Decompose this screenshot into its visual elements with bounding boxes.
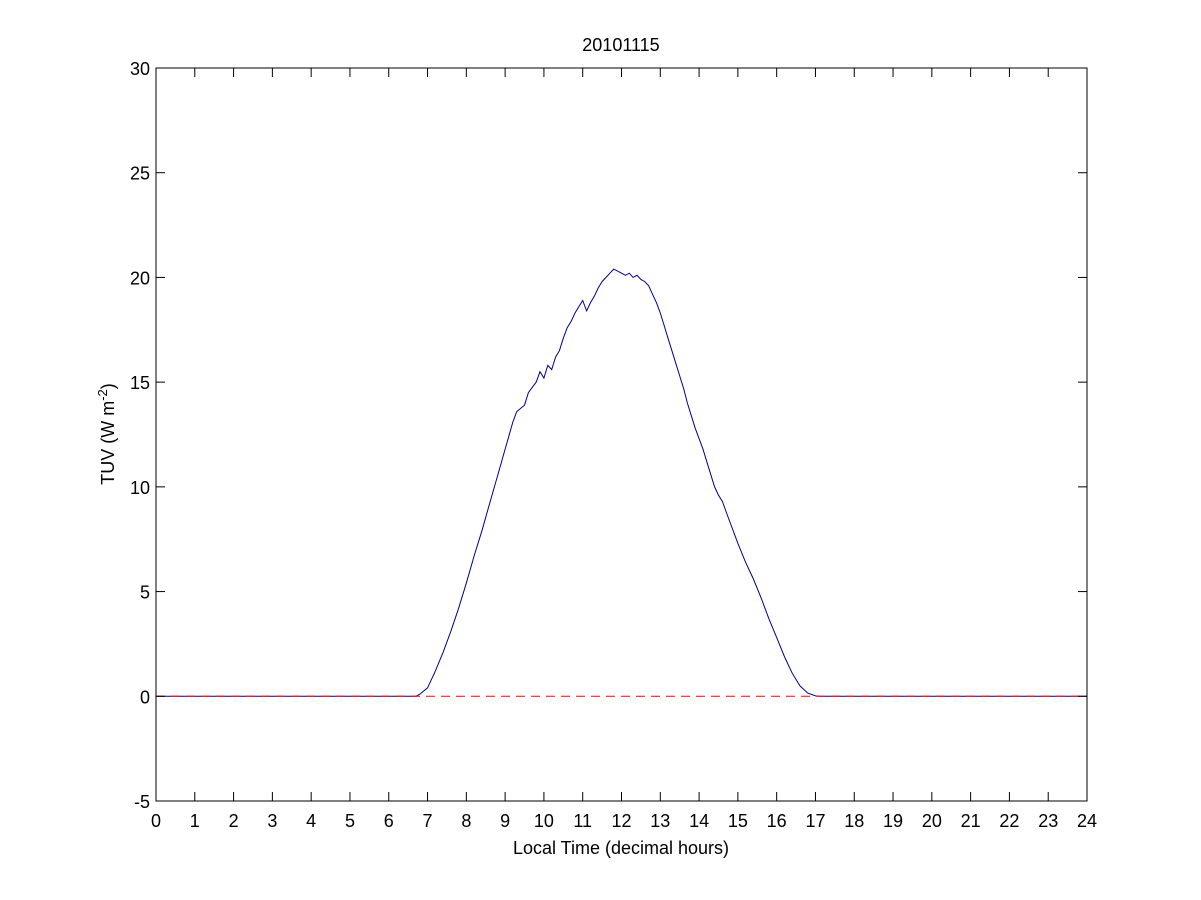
x-tick-label: 9 (500, 811, 510, 831)
x-tick-label: 20 (922, 811, 942, 831)
y-tick-label: 10 (130, 478, 150, 498)
y-tick-label: 20 (130, 268, 150, 288)
y-axis-label-superscript: -2 (95, 389, 110, 401)
x-tick-label: 24 (1077, 811, 1097, 831)
y-tick-label: 15 (130, 373, 150, 393)
x-tick-label: 18 (844, 811, 864, 831)
x-tick-label: 19 (883, 811, 903, 831)
x-tick-label: 12 (611, 811, 631, 831)
x-tick-label: 3 (267, 811, 277, 831)
y-axis-label-text: TUV (W m (98, 401, 118, 485)
x-tick-label: 11 (573, 811, 592, 831)
x-tick-label: 4 (306, 811, 316, 831)
y-tick-label: -5 (134, 792, 150, 812)
x-tick-label: 7 (423, 811, 433, 831)
series-layer (156, 268, 1087, 697)
x-tick-label: 6 (384, 811, 394, 831)
y-axis-label: TUV (W m-2) (95, 383, 118, 485)
x-tick-label: 10 (534, 811, 554, 831)
y-axis-label-suffix: ) (98, 383, 118, 389)
x-axis-label: Local Time (decimal hours) (513, 838, 729, 858)
x-tick-label: 0 (151, 811, 161, 831)
x-tick-label: 21 (961, 811, 981, 831)
x-tick-label: 8 (461, 811, 471, 831)
series-line-0 (156, 268, 1087, 697)
plot-area (156, 68, 1087, 801)
x-tick-label: 5 (345, 811, 355, 831)
x-tick-label: 2 (229, 811, 239, 831)
x-tick-label: 15 (728, 811, 748, 831)
x-tick-label: 16 (767, 811, 787, 831)
x-tick-label: 23 (1038, 811, 1058, 831)
x-tick-label: 14 (689, 811, 709, 831)
x-tick-label: 13 (650, 811, 670, 831)
y-tick-label: 0 (140, 687, 150, 707)
y-tick-label: 25 (130, 164, 150, 184)
x-tick-label: 22 (999, 811, 1019, 831)
x-tick-label: 1 (190, 811, 200, 831)
x-tick-label: 17 (805, 811, 825, 831)
y-tick-label: 30 (130, 59, 150, 79)
chart-title: 20101115 (582, 35, 659, 55)
ticks-layer: 0 1 2 3 4 5 6 7 8 9 10 11 12 13 14 15 16 17 18 19 20 21 22 23 24… (130, 59, 1097, 831)
y-tick-label: 5 (140, 583, 150, 603)
